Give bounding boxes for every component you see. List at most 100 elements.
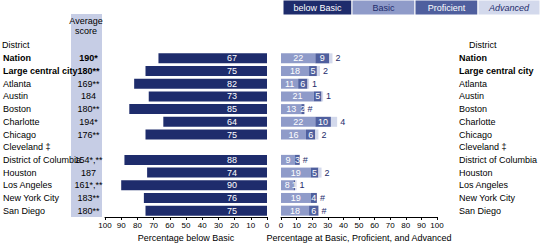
svg-text:Houston: Houston (459, 168, 493, 178)
svg-text:50: 50 (355, 221, 364, 230)
svg-text:80: 80 (401, 221, 410, 230)
svg-text:Austin: Austin (459, 91, 484, 101)
svg-text:169**: 169** (77, 79, 100, 89)
svg-text:161*,**: 161*,** (74, 180, 103, 190)
svg-text:60: 60 (370, 221, 379, 230)
svg-text:18: 18 (290, 66, 300, 76)
svg-text:1: 1 (292, 180, 297, 190)
svg-text:184: 184 (81, 91, 96, 101)
svg-text:score: score (75, 26, 97, 36)
svg-text:#: # (307, 104, 312, 114)
svg-text:176**: 176** (77, 130, 100, 140)
svg-text:Cleveland ‡: Cleveland ‡ (459, 142, 507, 152)
svg-text:6: 6 (311, 206, 316, 216)
svg-text:Los Angeles: Los Angeles (3, 180, 53, 190)
svg-text:District of Columbia: District of Columbia (459, 155, 537, 165)
svg-text:Proficient: Proficient (428, 3, 466, 13)
svg-text:50: 50 (182, 221, 191, 230)
svg-text:Average: Average (69, 16, 102, 26)
svg-text:District of Columbia: District of Columbia (3, 155, 81, 165)
svg-text:40: 40 (198, 221, 207, 230)
svg-text:90: 90 (417, 221, 426, 230)
svg-text:22: 22 (293, 53, 303, 63)
svg-text:Chicago: Chicago (3, 130, 36, 140)
svg-text:Atlanta: Atlanta (3, 79, 31, 89)
svg-text:Los Angeles: Los Angeles (459, 180, 509, 190)
svg-text:11: 11 (285, 79, 294, 89)
svg-text:San Diego: San Diego (3, 206, 45, 216)
svg-text:16: 16 (288, 130, 298, 140)
svg-text:9: 9 (286, 155, 291, 165)
svg-text:154*,**: 154*,** (74, 155, 103, 165)
svg-text:Chicago: Chicago (459, 130, 492, 140)
svg-text:183**: 183** (77, 193, 100, 203)
svg-text:70: 70 (149, 221, 158, 230)
svg-text:New York City: New York City (3, 193, 60, 203)
svg-text:1: 1 (300, 180, 305, 190)
svg-text:10: 10 (292, 221, 301, 230)
svg-text:82: 82 (227, 79, 237, 89)
svg-text:8: 8 (285, 180, 290, 190)
svg-text:0: 0 (279, 221, 284, 230)
svg-text:190*: 190* (79, 53, 98, 63)
svg-text:2: 2 (325, 168, 330, 178)
svg-text:88: 88 (227, 155, 237, 165)
svg-text:80: 80 (133, 221, 142, 230)
svg-text:District: District (2, 40, 30, 50)
svg-text:40: 40 (339, 221, 348, 230)
svg-text:below Basic: below Basic (293, 3, 342, 13)
svg-text:San Diego: San Diego (459, 206, 501, 216)
svg-text:180**: 180** (77, 206, 100, 216)
svg-text:Atlanta: Atlanta (459, 79, 487, 89)
svg-text:Charlotte: Charlotte (459, 117, 496, 127)
svg-text:Large central city: Large central city (3, 66, 78, 76)
svg-text:2: 2 (323, 66, 328, 76)
svg-text:Cleveland ‡: Cleveland ‡ (3, 142, 51, 152)
svg-text:District: District (469, 40, 497, 50)
svg-text:Large central city: Large central city (459, 66, 534, 76)
svg-text:Boston: Boston (459, 104, 487, 114)
svg-text:73: 73 (227, 91, 237, 101)
svg-text:13: 13 (286, 104, 296, 114)
svg-text:18: 18 (290, 206, 300, 216)
svg-text:Percentage below Basic: Percentage below Basic (138, 233, 235, 243)
svg-text:194*: 194* (79, 117, 98, 127)
svg-text:Charlotte: Charlotte (3, 117, 40, 127)
svg-text:20: 20 (230, 221, 239, 230)
svg-text:5: 5 (312, 168, 317, 178)
svg-text:#: # (321, 206, 326, 216)
svg-text:90: 90 (227, 180, 237, 190)
svg-text:Basic: Basic (372, 3, 395, 13)
svg-text:5: 5 (315, 91, 320, 101)
svg-text:10: 10 (318, 117, 328, 127)
svg-text:19: 19 (291, 193, 301, 203)
svg-text:100: 100 (98, 221, 112, 230)
svg-text:75: 75 (227, 66, 237, 76)
svg-text:#: # (303, 155, 308, 165)
svg-text:Boston: Boston (3, 104, 31, 114)
svg-text:20: 20 (308, 221, 317, 230)
svg-text:85: 85 (227, 104, 237, 114)
svg-text:64: 64 (227, 117, 237, 127)
svg-text:67: 67 (227, 53, 237, 63)
svg-text:6: 6 (308, 130, 313, 140)
svg-text:2: 2 (300, 104, 305, 114)
svg-text:22: 22 (293, 117, 303, 127)
svg-text:30: 30 (323, 221, 332, 230)
svg-text:90: 90 (117, 221, 126, 230)
svg-text:4: 4 (340, 117, 345, 127)
svg-text:180**: 180** (77, 66, 100, 76)
svg-text:74: 74 (227, 168, 237, 178)
svg-text:180**: 180** (77, 104, 100, 114)
svg-text:100: 100 (430, 221, 444, 230)
svg-text:#: # (320, 193, 325, 203)
svg-text:New York City: New York City (459, 193, 516, 203)
svg-text:Houston: Houston (3, 168, 37, 178)
svg-text:75: 75 (227, 206, 237, 216)
svg-text:60: 60 (165, 221, 174, 230)
svg-text:1: 1 (312, 79, 317, 89)
svg-text:5: 5 (310, 66, 315, 76)
svg-text:0: 0 (265, 221, 270, 230)
svg-text:Austin: Austin (3, 91, 28, 101)
svg-text:Percentage at Basic, Proficien: Percentage at Basic, Proficient, and Adv… (266, 233, 451, 243)
